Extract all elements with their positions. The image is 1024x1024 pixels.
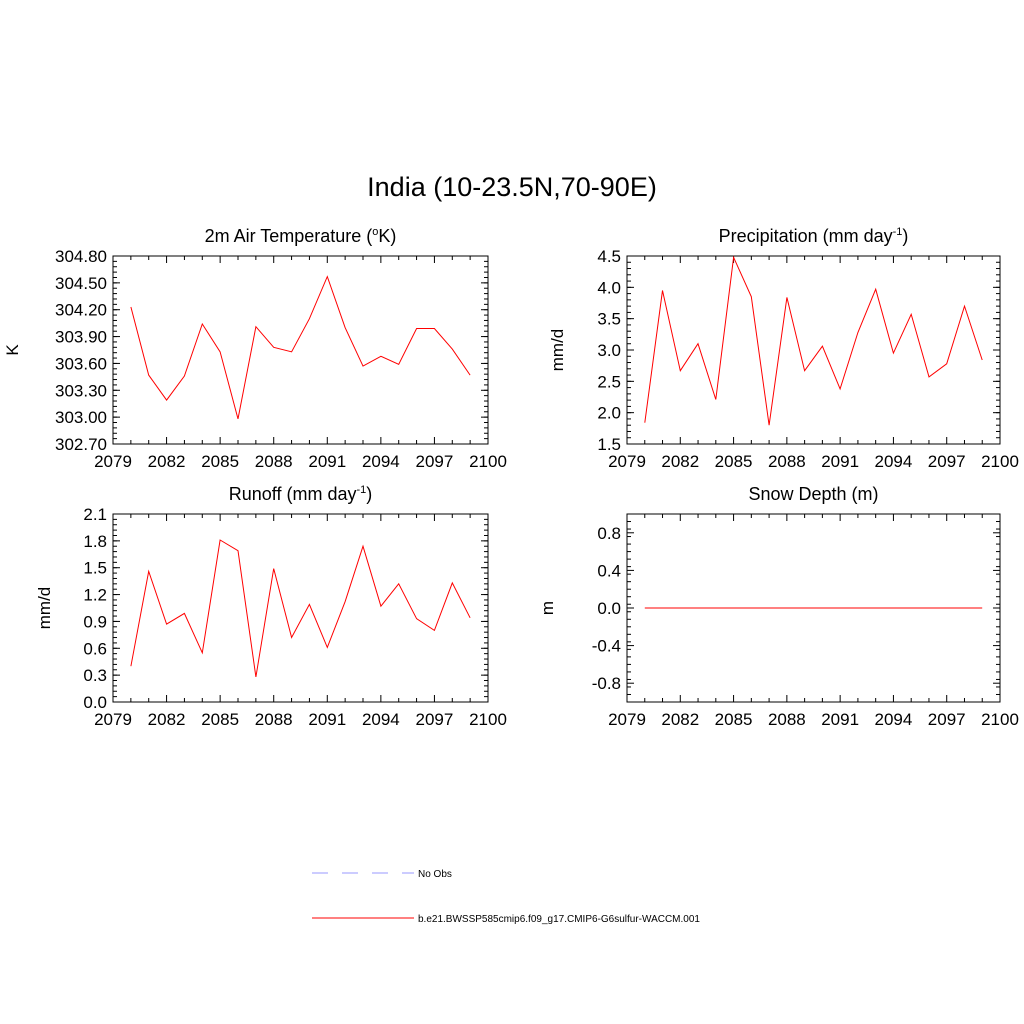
y-tick-label: 3.0 bbox=[597, 341, 621, 360]
y-tick-label: 303.00 bbox=[55, 408, 107, 427]
y-tick-label: 303.90 bbox=[55, 328, 107, 347]
x-tick-label: 2097 bbox=[928, 452, 966, 471]
x-tick-label: 2094 bbox=[875, 710, 913, 729]
y-tick-label: 2.5 bbox=[597, 372, 621, 391]
y-tick-label: -0.4 bbox=[592, 637, 621, 656]
x-tick-label: 2100 bbox=[981, 710, 1019, 729]
panel-title: Precipitation (mm day-1) bbox=[719, 226, 909, 246]
y-tick-label: 1.5 bbox=[597, 435, 621, 454]
x-tick-label: 2094 bbox=[875, 452, 913, 471]
x-tick-label: 2100 bbox=[469, 710, 507, 729]
panel-3: 2079 2082 2085 2088 2091 2094 2097 2100 0.0 0.3 0.… bbox=[35, 484, 507, 729]
x-tick-label: 2079 bbox=[94, 452, 132, 471]
y-tick-label: 1.2 bbox=[83, 586, 107, 605]
x-tick-label: 2091 bbox=[821, 452, 859, 471]
y-tick-label: 303.30 bbox=[55, 381, 107, 400]
series-line bbox=[130, 539, 471, 677]
x-tick-label: 2100 bbox=[981, 452, 1019, 471]
y-axis-label: K bbox=[3, 344, 22, 356]
y-tick-label: 3.5 bbox=[597, 310, 621, 329]
y-tick-label: 1.8 bbox=[83, 532, 107, 551]
x-tick-label: 2079 bbox=[94, 710, 132, 729]
x-tick-label: 2082 bbox=[661, 710, 699, 729]
x-tick-label: 2079 bbox=[608, 452, 646, 471]
x-tick-label: 2079 bbox=[608, 710, 646, 729]
y-tick-label: 302.70 bbox=[55, 435, 107, 454]
x-tick-label: 2100 bbox=[469, 452, 507, 471]
x-tick-label: 2082 bbox=[661, 452, 699, 471]
x-tick-label: 2097 bbox=[416, 452, 454, 471]
panel-title: 2m Air Temperature (oK) bbox=[205, 226, 397, 246]
x-tick-label: 2088 bbox=[255, 452, 293, 471]
y-tick-label: 304.20 bbox=[55, 301, 107, 320]
panel-1: 2079 2082 2085 2088 2091 2094 2097 2100 302.70 30… bbox=[3, 226, 507, 471]
x-tick-label: 2085 bbox=[201, 452, 239, 471]
figure-title: India (10-23.5N,70-90E) bbox=[367, 172, 657, 202]
x-tick-label: 2085 bbox=[715, 452, 753, 471]
y-tick-label: 4.0 bbox=[597, 278, 621, 297]
x-tick-label: 2091 bbox=[821, 710, 859, 729]
x-tick-label: 2088 bbox=[768, 710, 806, 729]
x-tick-label: 2085 bbox=[201, 710, 239, 729]
y-tick-label: 2.0 bbox=[597, 404, 621, 423]
y-tick-label: 0.4 bbox=[597, 561, 621, 580]
x-tick-label: 2094 bbox=[362, 710, 400, 729]
plot-frame bbox=[626, 255, 1001, 445]
legend-label: No Obs bbox=[418, 869, 452, 880]
series-line bbox=[130, 275, 471, 420]
legend-entry: No Obs bbox=[312, 869, 452, 880]
y-tick-label: 0.0 bbox=[597, 599, 621, 618]
x-tick-label: 2088 bbox=[768, 452, 806, 471]
y-axis-label: mm/d bbox=[35, 587, 54, 630]
y-tick-label: 0.0 bbox=[83, 693, 107, 712]
y-tick-label: 0.9 bbox=[83, 612, 107, 631]
plot-frame bbox=[112, 255, 489, 445]
legend-entry: b.e21.BWSSP585cmip6.f09_g17.CMIP6-G6sulf… bbox=[312, 914, 700, 925]
x-tick-label: 2088 bbox=[255, 710, 293, 729]
legend-label: b.e21.BWSSP585cmip6.f09_g17.CMIP6-G6sulf… bbox=[418, 914, 700, 925]
y-tick-label: 0.8 bbox=[597, 524, 621, 543]
x-tick-label: 2085 bbox=[715, 710, 753, 729]
y-tick-label: 2.1 bbox=[83, 505, 107, 524]
y-tick-label: 4.5 bbox=[597, 247, 621, 266]
x-tick-label: 2082 bbox=[148, 452, 186, 471]
panel-title: Snow Depth (m) bbox=[748, 484, 878, 504]
y-tick-label: 303.60 bbox=[55, 354, 107, 373]
x-tick-label: 2091 bbox=[308, 452, 346, 471]
x-tick-label: 2094 bbox=[362, 452, 400, 471]
x-tick-label: 2097 bbox=[416, 710, 454, 729]
series-line bbox=[644, 255, 983, 426]
y-tick-label: 0.6 bbox=[83, 639, 107, 658]
y-axis-label: m bbox=[538, 601, 557, 615]
panel-4: 2079 2082 2085 2088 2091 2094 2097 2100 -0.8 -0.4… bbox=[538, 484, 1019, 729]
y-tick-label: 1.5 bbox=[83, 559, 107, 578]
x-tick-label: 2091 bbox=[308, 710, 346, 729]
y-tick-label: 304.80 bbox=[55, 247, 107, 266]
plot-frame bbox=[112, 513, 489, 703]
y-tick-label: 304.50 bbox=[55, 274, 107, 293]
x-tick-label: 2082 bbox=[148, 710, 186, 729]
x-tick-label: 2097 bbox=[928, 710, 966, 729]
panel-title: Runoff (mm day-1) bbox=[229, 484, 373, 504]
y-axis-label: mm/d bbox=[548, 329, 567, 372]
panel-2: 2079 2082 2085 2088 2091 2094 2097 2100 1.5 2.0 2.… bbox=[548, 226, 1019, 471]
y-tick-label: -0.8 bbox=[592, 674, 621, 693]
y-tick-label: 0.3 bbox=[83, 666, 107, 685]
